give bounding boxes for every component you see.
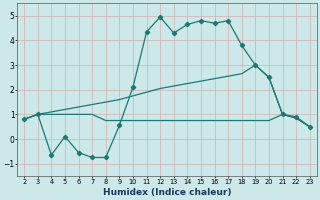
X-axis label: Humidex (Indice chaleur): Humidex (Indice chaleur): [103, 188, 231, 197]
